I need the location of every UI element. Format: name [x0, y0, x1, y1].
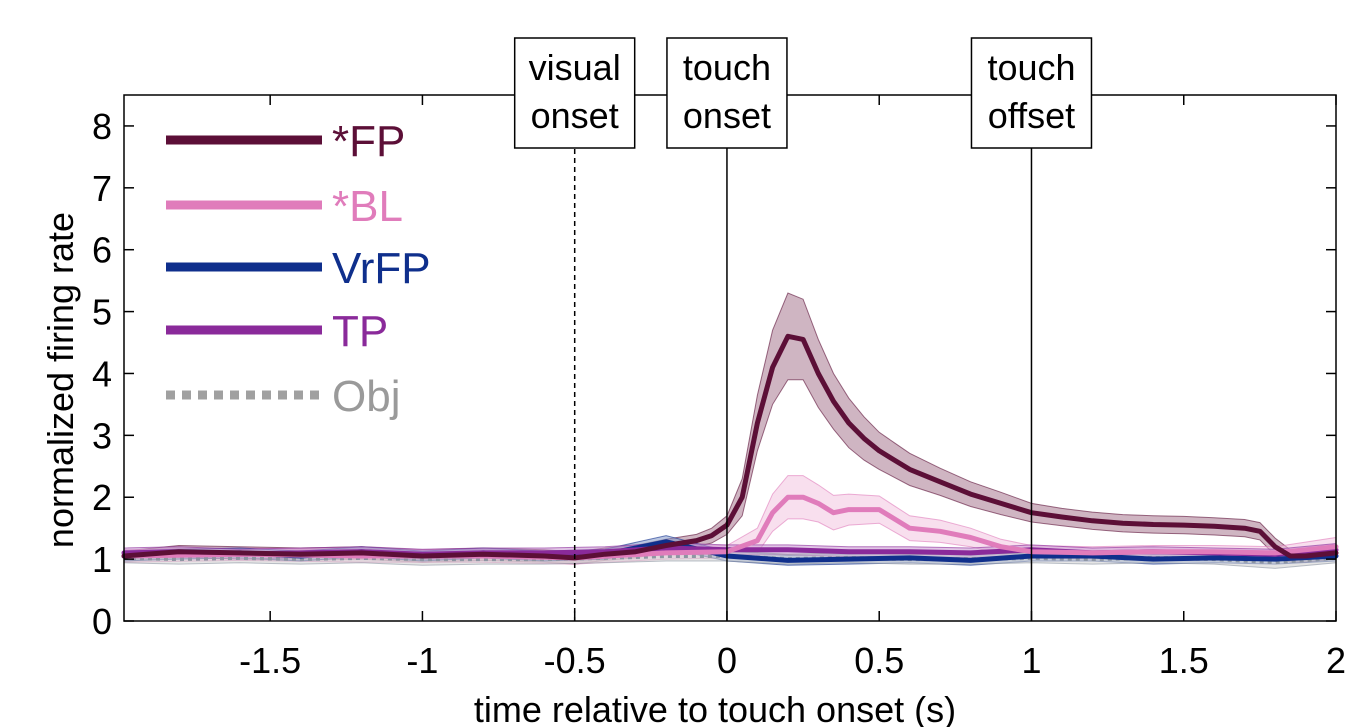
- event-label-box-2: [970, 37, 1093, 149]
- legend-label-tp: TP: [332, 307, 388, 356]
- legend-label-vrfp: VrFP: [332, 244, 431, 293]
- x-tick-label: 1.5: [1159, 640, 1209, 681]
- event-label-line1-1: touch: [683, 47, 771, 88]
- legend-label-bl: *BL: [332, 182, 403, 231]
- x-tick-label: 1: [1021, 640, 1041, 681]
- x-tick-label: 0.5: [854, 640, 904, 681]
- legend-label-fp: *FP: [332, 117, 405, 166]
- x-tick-label: -1: [406, 640, 438, 681]
- series-lines: [121, 333, 1339, 565]
- x-tick-label: 2: [1326, 640, 1346, 681]
- x-axis-label: time relative to touch onset (s): [474, 689, 956, 727]
- event-annotations: visual onset touch onset touch offset: [513, 37, 1093, 149]
- event-label-line2-0: onset: [531, 95, 619, 136]
- y-tick-label: 7: [92, 168, 112, 209]
- x-tick-label: -0.5: [544, 640, 606, 681]
- event-label-line1-0: visual: [529, 47, 621, 88]
- event-label-box-0: [513, 37, 636, 149]
- legend-label-obj: Obj: [332, 372, 400, 421]
- y-tick-label: 5: [92, 292, 112, 333]
- y-axis-label: normalized firing rate: [40, 212, 81, 548]
- y-tick-label: 0: [92, 601, 112, 642]
- y-tick-label: 2: [92, 477, 112, 518]
- y-axis-ticks: 0 1 2 3 4 5 6 7 8: [92, 106, 1336, 642]
- event-markers: [573, 95, 1033, 621]
- y-tick-label: 8: [92, 106, 112, 147]
- y-tick-label: 1: [92, 539, 112, 580]
- event-label-line1-2: touch: [987, 47, 1075, 88]
- event-label-box-1: [666, 37, 788, 149]
- legend: *FP *BL VrFP TP Obj: [166, 117, 431, 421]
- y-tick-label: 3: [92, 415, 112, 456]
- series-line-fp: [121, 333, 1339, 561]
- plot-frame: [123, 94, 1337, 622]
- event-label-line2-2: offset: [988, 95, 1075, 136]
- y-tick-label: 4: [92, 353, 112, 394]
- y-tick-label: 6: [92, 230, 112, 271]
- axes: [123, 94, 1337, 622]
- x-tick-label: -1.5: [239, 640, 301, 681]
- x-tick-label: 0: [717, 640, 737, 681]
- x-axis-ticks: -1.5 -1 -0.5 0 0.5 1 1.5 2: [239, 95, 1346, 681]
- event-label-line2-1: onset: [683, 95, 771, 136]
